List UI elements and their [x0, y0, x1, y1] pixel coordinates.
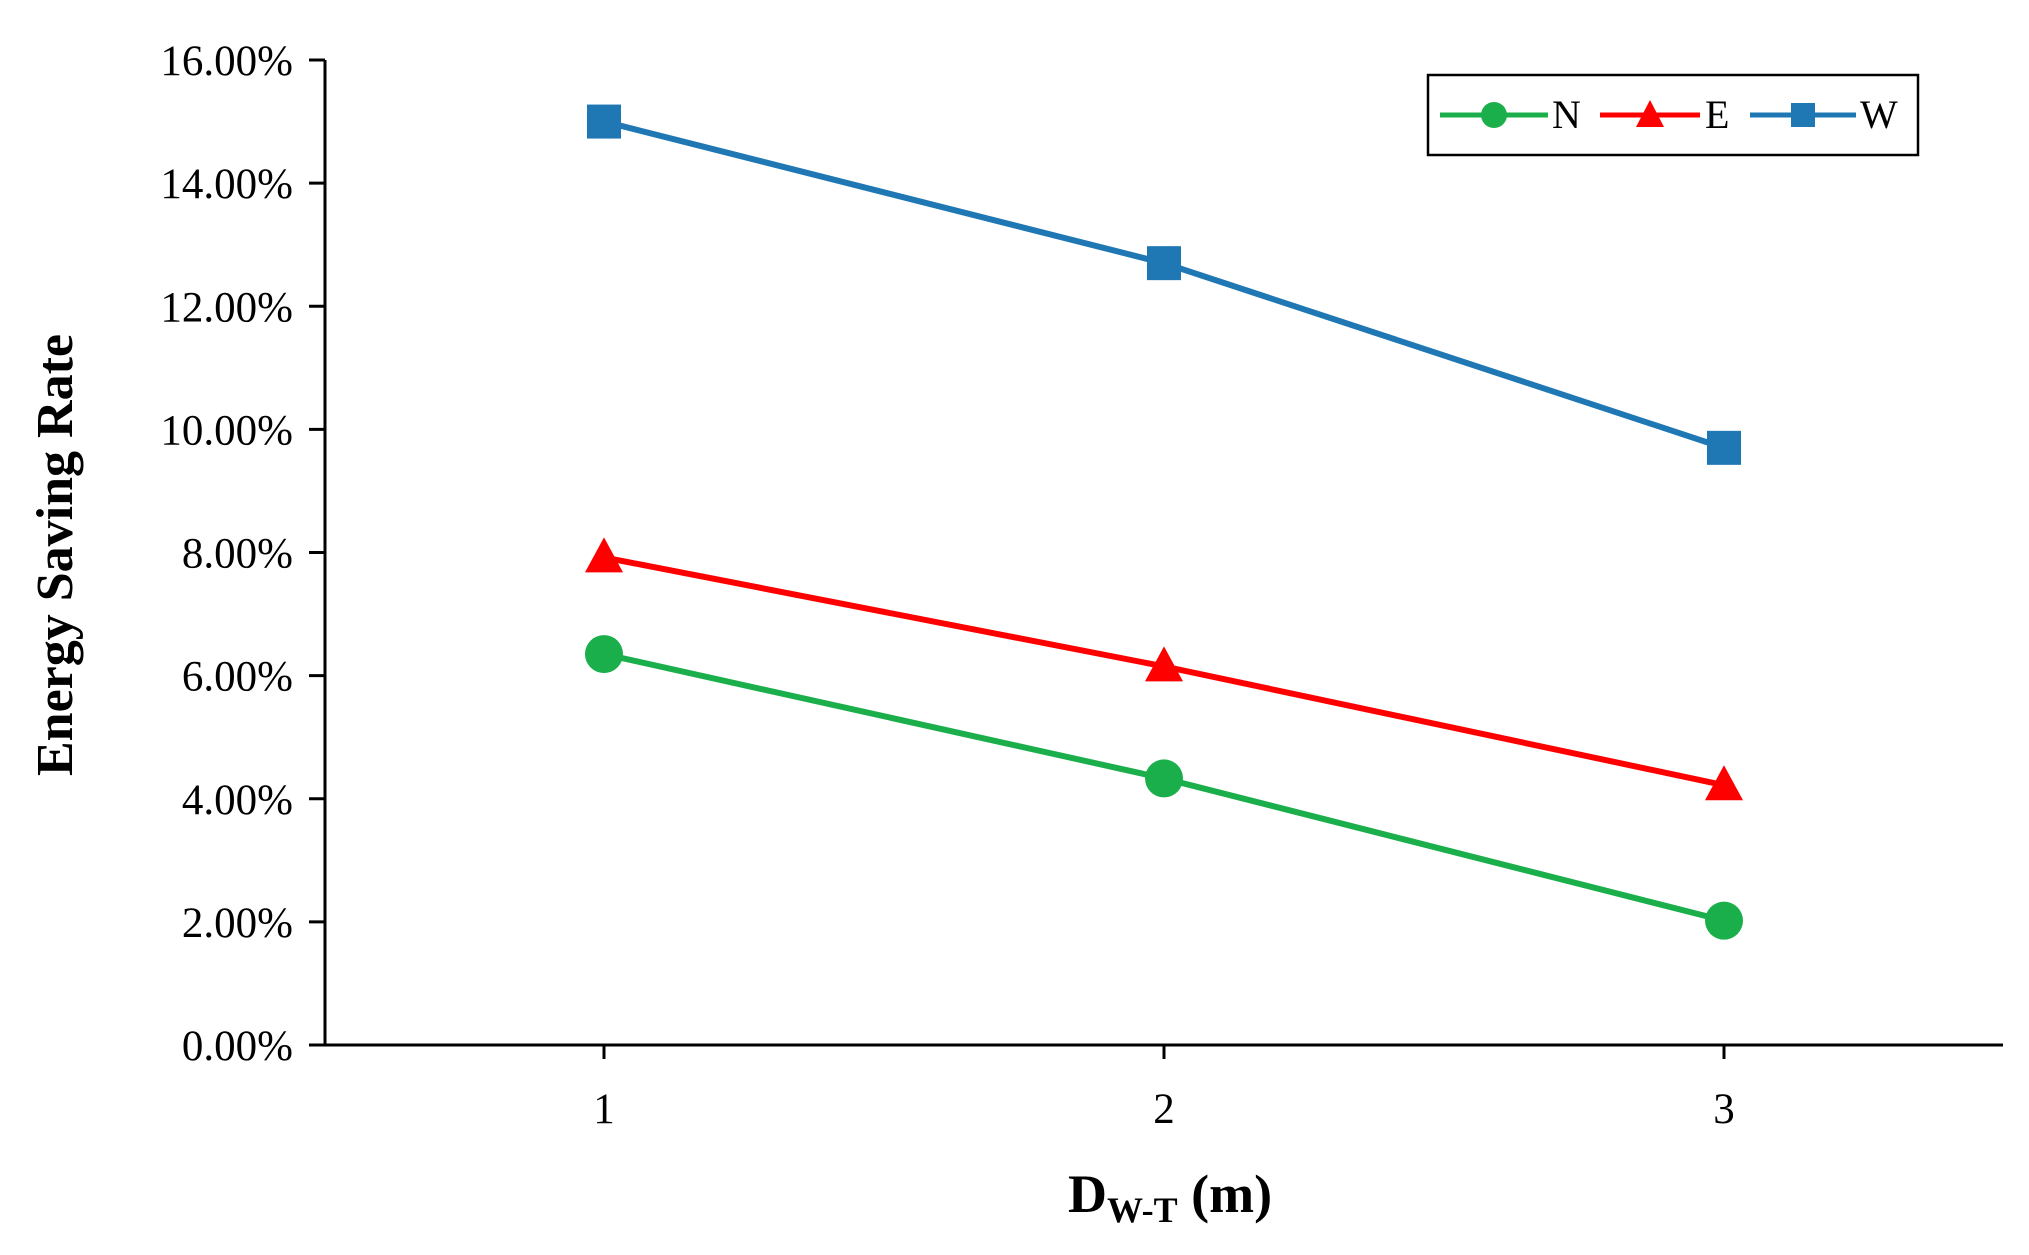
data-point-n — [1145, 759, 1183, 798]
data-point-e — [585, 537, 623, 573]
legend-label-n: N — [1552, 92, 1581, 137]
data-point-w — [587, 104, 621, 139]
y-tick-label: 16.00% — [160, 38, 293, 85]
legend-marker-n — [1481, 102, 1507, 128]
data-point-e — [1145, 646, 1183, 682]
x-tick-label: 3 — [1713, 1086, 1735, 1133]
y-tick-label: 6.00% — [182, 654, 293, 701]
data-point-w — [1707, 430, 1741, 465]
data-point-e — [1705, 765, 1743, 801]
y-axis-ticks: 0.00% 2.00% 4.00% 6.00% 8.00% 10.00% 12.00% 14.… — [160, 38, 325, 1070]
series-line-w — [603, 118, 1725, 451]
y-tick-label: 12.00% — [160, 284, 293, 331]
legend-item-e: E — [1600, 92, 1729, 137]
legend-label-w: W — [1860, 92, 1898, 137]
legend-marker-e — [1636, 100, 1664, 127]
data-point-w — [1147, 246, 1181, 281]
y-tick-label: 8.00% — [182, 531, 293, 578]
y-tick-label: 0.00% — [182, 1023, 293, 1070]
x-tick-label: 2 — [1153, 1086, 1175, 1133]
x-axis-title-subscript: W-T — [1107, 1190, 1178, 1230]
y-tick-label: 10.00% — [160, 407, 293, 454]
y-axis-title: Energy Saving Rate — [27, 334, 84, 776]
series-layer — [585, 104, 1743, 940]
legend: N E W — [1426, 73, 1920, 157]
y-tick-label: 14.00% — [160, 161, 293, 208]
x-axis-ticks: 1 2 3 — [593, 1045, 1735, 1133]
legend-item-n: N — [1440, 92, 1581, 137]
y-tick-label: 4.00% — [182, 777, 293, 824]
x-axis-title-main: D — [1068, 1164, 1107, 1224]
data-point-n — [1705, 901, 1743, 940]
data-point-n — [585, 635, 623, 674]
legend-item-w: W — [1750, 92, 1898, 137]
x-axis-title-unit: (m) — [1178, 1164, 1272, 1224]
y-tick-label: 2.00% — [182, 900, 293, 947]
x-tick-label: 1 — [593, 1086, 615, 1133]
legend-label-e: E — [1705, 92, 1729, 137]
x-axis-title: DW-T (m) — [1068, 1164, 1272, 1230]
legend-marker-w — [1791, 103, 1815, 127]
